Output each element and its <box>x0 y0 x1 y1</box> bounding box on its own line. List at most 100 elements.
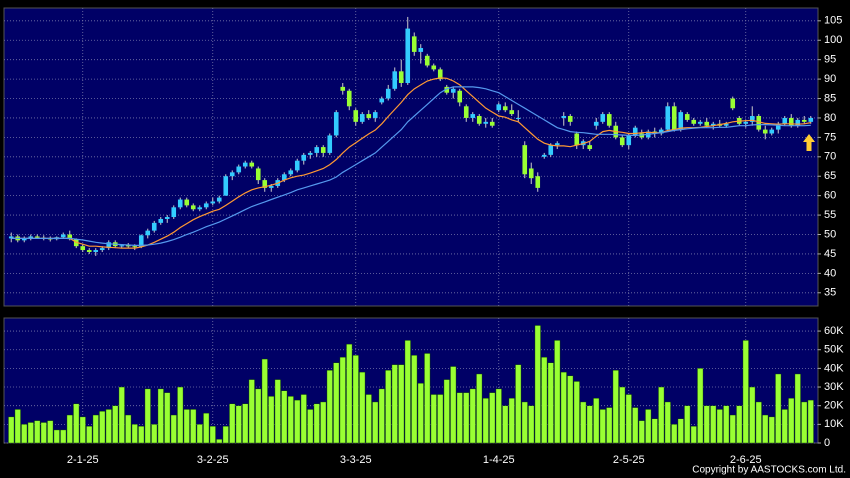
candle-body <box>749 116 755 122</box>
volume-bar <box>8 416 15 444</box>
volume-bar <box>677 418 684 444</box>
candle-body <box>333 112 339 136</box>
x-tick-label: 2-5-25 <box>613 454 645 466</box>
volume-bar <box>131 424 138 444</box>
volume-bar <box>482 398 489 444</box>
y-tick-label: 45 <box>824 248 836 260</box>
x-tick-label: 1-4-25 <box>483 454 515 466</box>
volume-bar <box>242 403 249 444</box>
volume-bar <box>190 409 197 444</box>
candle-body <box>535 176 541 188</box>
candle-body <box>236 166 242 173</box>
candle-body <box>151 222 157 231</box>
candle-body <box>567 116 573 122</box>
candle-body <box>795 119 801 126</box>
candle-body <box>197 207 203 210</box>
y-tick-label: 0 <box>824 437 830 449</box>
volume-bar <box>573 381 580 444</box>
volume-bar <box>710 405 717 444</box>
candle-body <box>684 114 690 120</box>
volume-bar <box>723 405 730 444</box>
y-tick-label: 40K <box>824 362 844 374</box>
volume-bar <box>443 379 450 444</box>
y-tick-label: 20K <box>824 400 844 412</box>
candle-body <box>515 117 521 119</box>
volume-bar <box>554 340 561 444</box>
candle-body <box>496 104 502 111</box>
volume-bar <box>502 405 509 444</box>
volume-bar <box>216 439 223 444</box>
candle-body <box>216 197 222 202</box>
volume-bar <box>716 409 723 444</box>
candle-body <box>242 162 248 167</box>
volume-bar <box>411 355 418 444</box>
volume-bar <box>593 398 600 444</box>
candle-body <box>626 135 632 146</box>
candle-body <box>489 121 495 126</box>
candle-body <box>210 201 216 204</box>
volume-bar <box>339 356 346 444</box>
volume-bar <box>528 405 535 444</box>
candle-body <box>158 218 164 223</box>
volume-bar <box>287 396 294 444</box>
volume-bar <box>281 390 288 444</box>
candle-body <box>93 250 99 252</box>
candle-body <box>86 250 92 252</box>
candle-body <box>320 147 326 153</box>
candle-body <box>8 236 14 239</box>
volume-bar <box>762 414 769 444</box>
volume-bar <box>424 353 431 444</box>
candle-body <box>691 119 697 124</box>
candle-body <box>28 236 34 239</box>
volume-bar <box>235 405 242 444</box>
candle-body <box>619 137 625 146</box>
x-tick-label: 2-1-25 <box>67 454 99 466</box>
volume-bar <box>99 411 106 444</box>
candle-body <box>353 110 359 122</box>
volume-bar <box>177 386 184 444</box>
volume-bar <box>547 362 554 444</box>
volume-bar <box>365 394 372 444</box>
volume-bar <box>690 426 697 444</box>
volume-bar <box>346 343 353 444</box>
volume-bar <box>671 424 678 444</box>
candle-body <box>587 145 593 150</box>
volume-bar <box>476 373 483 444</box>
volume-bar <box>612 370 619 444</box>
credit: Copyright by AASTOCKS.com Ltd. <box>692 465 846 476</box>
y-tick-label: 75 <box>824 131 836 143</box>
volume-bar <box>599 409 606 444</box>
candle-body <box>67 234 73 240</box>
candle-body <box>730 98 736 109</box>
price-panel <box>3 7 819 307</box>
candle-body <box>411 36 417 52</box>
volume-bar <box>40 422 47 444</box>
volume-bar <box>619 386 626 444</box>
plot-layer: 35 40 45 50 55 60 65 70 75 80 85 90 95 100 105 0 10K 20K 3… <box>4 8 844 466</box>
y-tick-label: 35 <box>824 287 836 299</box>
candle-body <box>756 116 762 130</box>
volume-bar <box>14 409 21 444</box>
volume-bar <box>736 405 743 444</box>
volume-bar <box>768 416 775 444</box>
volume-bar <box>294 399 301 444</box>
volume-bar <box>151 424 158 444</box>
volume-bar <box>118 386 125 444</box>
candle-body <box>710 123 716 126</box>
volume-bar <box>261 358 268 444</box>
candle-body <box>548 145 554 155</box>
candle-body <box>301 154 307 161</box>
volume-bar <box>300 394 307 444</box>
candle-body <box>808 117 814 122</box>
candle-body <box>678 112 684 130</box>
candle-body <box>775 123 781 130</box>
y-tick-label: 105 <box>824 15 842 27</box>
volume-bar <box>378 388 385 444</box>
volume-bar <box>697 368 704 444</box>
volume-bar <box>372 401 379 444</box>
x-tick-label: 3-3-25 <box>340 454 372 466</box>
candle-body <box>782 117 788 124</box>
volume-bar <box>209 426 216 444</box>
candle-body <box>554 143 560 146</box>
candle-body <box>788 117 794 126</box>
